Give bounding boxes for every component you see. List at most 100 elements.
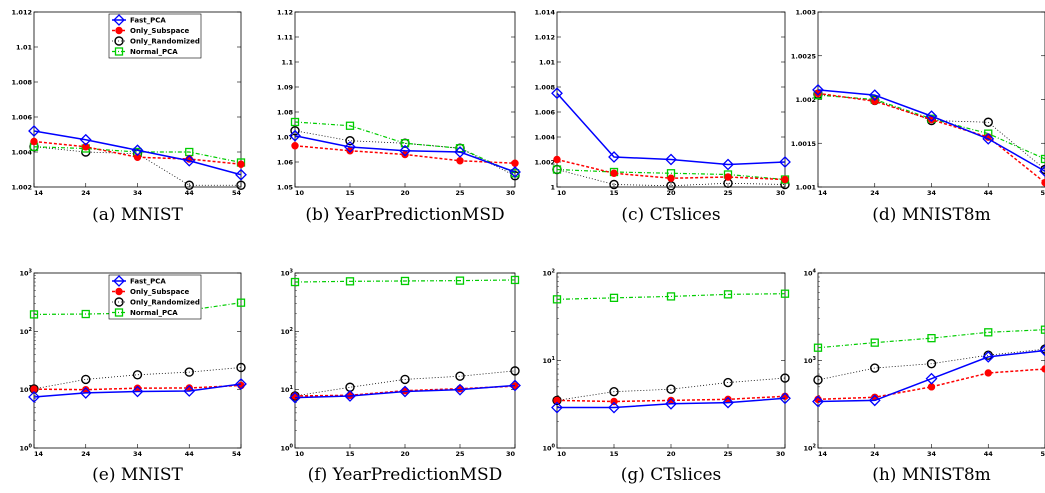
series-only-randomized — [552, 373, 790, 406]
subfigure-caption: (c) CTslices — [621, 205, 721, 225]
data-point — [984, 328, 993, 337]
data-point — [666, 292, 676, 301]
data-point — [551, 87, 563, 100]
series-line — [294, 130, 516, 177]
data-point — [870, 338, 879, 347]
data-point — [925, 372, 938, 385]
y-tick-label: 1.012 — [534, 34, 555, 42]
legend-label: Normal_PCA — [130, 309, 178, 317]
data-point — [781, 175, 789, 184]
data-point — [183, 154, 196, 167]
y-tick-label: 102 — [19, 327, 32, 336]
x-tick-label: 34 — [927, 450, 937, 458]
data-point — [28, 391, 40, 403]
data-point — [608, 151, 620, 163]
data-point — [79, 133, 92, 146]
data-point — [927, 383, 936, 391]
series-line — [817, 349, 1045, 403]
data-point — [290, 117, 300, 127]
data-point — [29, 310, 39, 319]
subfigure-caption: (e) MNIST — [92, 465, 183, 485]
data-point — [235, 168, 247, 181]
series-line — [817, 329, 1045, 349]
legend-label: Fast_PCA — [130, 278, 166, 286]
series-normal-pca — [552, 289, 790, 304]
x-tick-label: 25 — [455, 450, 465, 458]
series-fast-pca — [812, 83, 1045, 178]
series-fast-pca — [289, 129, 521, 178]
data-point — [30, 137, 38, 146]
y-tick-label: 1.001 — [795, 184, 816, 192]
y-tick-label: 1.01 — [539, 59, 556, 67]
x-tick-label: 15 — [609, 450, 619, 458]
data-point — [608, 401, 620, 414]
data-point — [345, 136, 355, 146]
data-point — [345, 121, 355, 130]
data-point — [553, 396, 561, 405]
series-line — [294, 370, 516, 397]
data-point — [399, 144, 411, 157]
legend: Fast_PCA Only_Subspace Only_Randomized Norm… — [108, 274, 202, 320]
plot-frame — [817, 272, 1045, 449]
data-point — [780, 289, 790, 298]
series-line — [33, 130, 242, 176]
data-point — [237, 160, 245, 168]
data-point — [812, 83, 824, 96]
y-tick-label: 1.06 — [277, 159, 294, 167]
x-tick-label: 15 — [609, 189, 619, 197]
legend-marker — [114, 36, 124, 46]
legend-box — [108, 274, 202, 320]
y-tick-label: 1.002 — [11, 184, 32, 192]
x-tick-label: 10 — [557, 189, 567, 197]
x-tick-label: 54 — [232, 189, 242, 197]
data-point — [291, 142, 299, 150]
data-point — [870, 363, 880, 373]
series-only-subspace — [30, 137, 245, 168]
x-tick-label: 20 — [666, 189, 676, 197]
y-tick-label: 102 — [803, 444, 816, 453]
data-point — [236, 180, 246, 190]
subfigure-caption: (f) YearPredictionMSD — [307, 465, 503, 485]
y-tick-label: 1.012 — [11, 9, 32, 17]
x-tick-label: 14 — [34, 450, 44, 458]
series-line — [556, 168, 786, 181]
data-point — [1040, 154, 1045, 164]
y-tick-label: 1.003 — [795, 9, 816, 17]
data-point — [81, 374, 91, 385]
y-tick-label: 1.1 — [281, 59, 293, 67]
legend-box — [108, 13, 202, 59]
x-tick-label: 14 — [818, 450, 828, 458]
y-tick-label: 103 — [19, 269, 32, 278]
x-tick-label: 10 — [295, 450, 305, 458]
subfigure-caption: (a) MNIST — [92, 205, 183, 225]
series-line — [817, 368, 1045, 401]
x-tick-label: 20 — [666, 450, 676, 458]
y-tick-label: 103 — [803, 356, 816, 365]
x-tick-label: 14 — [818, 189, 828, 197]
y-tick-label: 1.11 — [277, 34, 294, 42]
data-point — [722, 396, 734, 409]
data-point — [925, 110, 938, 123]
data-point — [236, 362, 246, 373]
series-line — [294, 384, 516, 399]
data-point — [609, 293, 619, 302]
y-tick-label: 104 — [803, 269, 816, 278]
y-tick-label: 1.002 — [795, 96, 816, 104]
data-point — [131, 144, 144, 157]
x-tick-label: 44 — [185, 450, 195, 458]
data-point — [813, 343, 823, 352]
data-point — [984, 369, 992, 377]
series-line — [817, 89, 1045, 172]
data-point — [81, 309, 90, 319]
data-point — [289, 391, 301, 404]
x-tick-label: 44 — [984, 450, 994, 458]
series-line — [556, 169, 786, 187]
